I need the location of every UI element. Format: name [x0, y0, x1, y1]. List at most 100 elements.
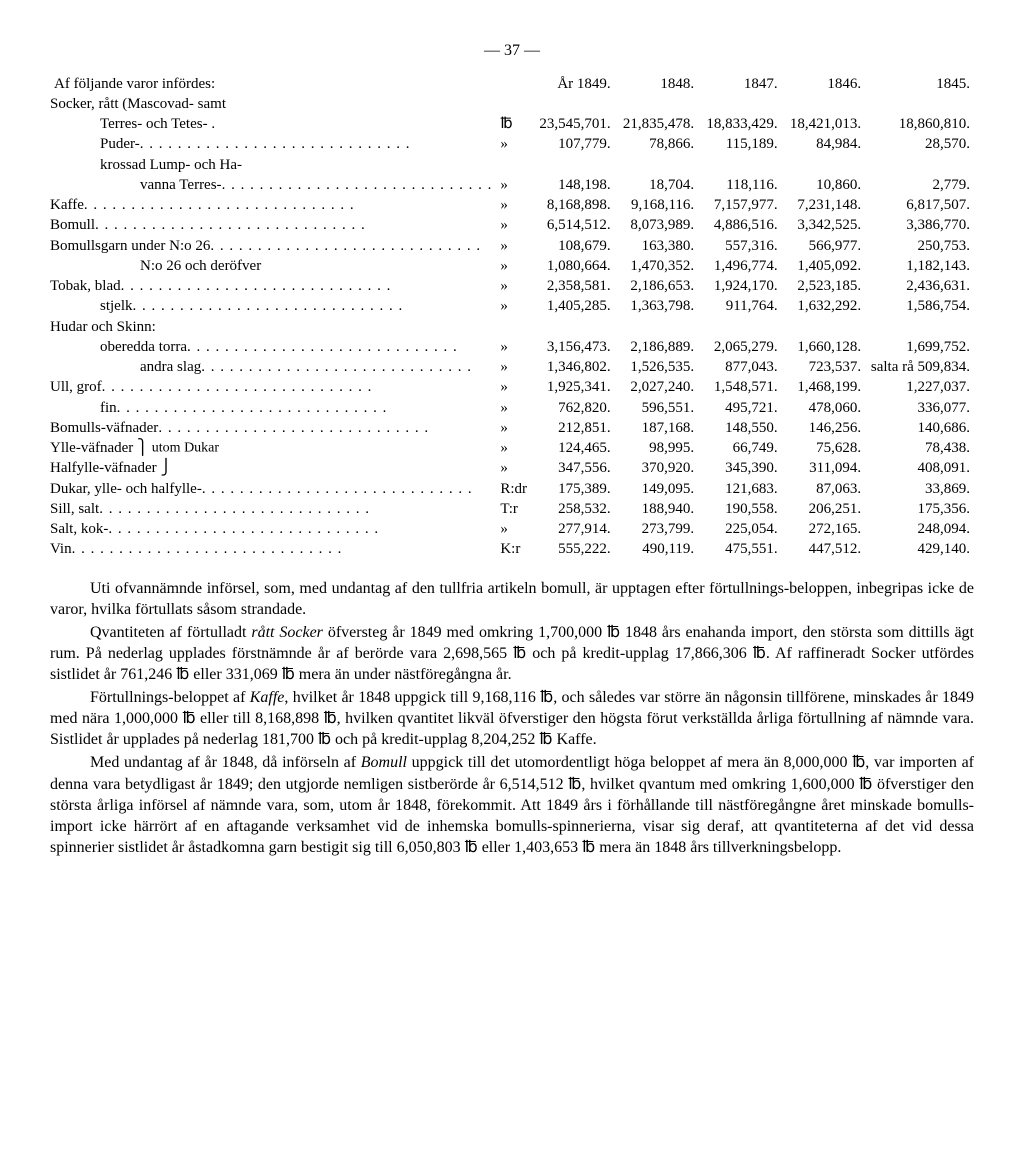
body-text: Uti ofvannämnde införsel, som, med undan… — [50, 578, 974, 858]
row-value — [698, 155, 781, 175]
row-unit: » — [496, 134, 531, 154]
table-heading: Af följande varor infördes: — [50, 74, 496, 94]
row-value: 190,558. — [698, 499, 781, 519]
row-unit: » — [496, 458, 531, 478]
row-label: Dukar, ylle- och halfylle- — [50, 479, 496, 499]
row-value: 2,027,240. — [615, 377, 698, 397]
table-row: stjelk»1,405,285.1,363,798.911,764.1,632… — [50, 296, 974, 316]
row-value: 1,346,802. — [531, 357, 614, 377]
row-value — [698, 317, 781, 337]
body-paragraph: Med undantag af år 1848, då införseln af… — [50, 752, 974, 858]
row-value: 408,091. — [865, 458, 974, 478]
table-row: Salt, kok-»277,914.273,799.225,054.272,1… — [50, 519, 974, 539]
row-value: 1,548,571. — [698, 377, 781, 397]
row-value — [615, 155, 698, 175]
row-value: 273,799. — [615, 519, 698, 539]
row-value: 7,231,148. — [782, 195, 865, 215]
row-label: N:o 26 och deröfver — [50, 256, 496, 276]
row-value: salta rå 509,834. — [865, 357, 974, 377]
row-value: 2,358,581. — [531, 276, 614, 296]
row-value: 1,227,037. — [865, 377, 974, 397]
row-label: krossad Lump- och Ha- — [50, 155, 496, 175]
row-unit — [496, 317, 531, 337]
row-value: 1,405,285. — [531, 296, 614, 316]
row-value: 124,465. — [531, 438, 614, 458]
row-value: 911,764. — [698, 296, 781, 316]
row-unit: » — [496, 438, 531, 458]
row-value: 3,156,473. — [531, 337, 614, 357]
row-value: 33,869. — [865, 479, 974, 499]
row-value: 10,860. — [782, 175, 865, 195]
row-value — [865, 155, 974, 175]
row-value — [782, 155, 865, 175]
row-value: 3,342,525. — [782, 215, 865, 235]
row-value: 140,686. — [865, 418, 974, 438]
row-value: 1,925,341. — [531, 377, 614, 397]
row-unit: » — [496, 256, 531, 276]
row-unit: T:r — [496, 499, 531, 519]
row-value: 723,537. — [782, 357, 865, 377]
row-value: 28,570. — [865, 134, 974, 154]
row-value: 1,405,092. — [782, 256, 865, 276]
row-label: Ull, grof — [50, 377, 496, 397]
row-value: 1,080,664. — [531, 256, 614, 276]
row-value: 2,779. — [865, 175, 974, 195]
row-label: Ylle-väfnader ⎫ utom Dukar — [50, 438, 496, 458]
row-value: 1,660,128. — [782, 337, 865, 357]
row-value: 1,526,535. — [615, 357, 698, 377]
table-row: Halfylle-väfnader ⎭»347,556.370,920.345,… — [50, 458, 974, 478]
body-paragraph: Förtullnings-beloppet af Kaffe, hvilket … — [50, 687, 974, 750]
row-value: 188,940. — [615, 499, 698, 519]
row-unit: K:r — [496, 539, 531, 559]
row-value: 478,060. — [782, 398, 865, 418]
row-label: Puder- — [50, 134, 496, 154]
page-number: — 37 — — [50, 40, 974, 62]
group-label: utom Dukar — [148, 440, 219, 455]
year-header: 1845. — [865, 74, 974, 94]
row-value: 2,065,279. — [698, 337, 781, 357]
row-value: 7,157,977. — [698, 195, 781, 215]
body-paragraph: Qvantiteten af förtulladt rått Socker öf… — [50, 622, 974, 685]
table-row: Bomullsgarn under N:o 26»108,679.163,380… — [50, 236, 974, 256]
row-value: 18,860,810. — [865, 114, 974, 134]
body-paragraph: Uti ofvannämnde införsel, som, med undan… — [50, 578, 974, 620]
row-value: 429,140. — [865, 539, 974, 559]
table-row: Kaffe»8,168,898.9,168,116.7,157,977.7,23… — [50, 195, 974, 215]
row-value — [531, 317, 614, 337]
row-value: 1,363,798. — [615, 296, 698, 316]
table-row: Tobak, blad»2,358,581.2,186,653.1,924,17… — [50, 276, 974, 296]
row-value: 447,512. — [782, 539, 865, 559]
row-unit: » — [496, 215, 531, 235]
table-row: andra slag»1,346,802.1,526,535.877,043.7… — [50, 357, 974, 377]
row-label: Halfylle-väfnader ⎭ — [50, 458, 496, 478]
row-value: 18,704. — [615, 175, 698, 195]
row-unit: » — [496, 357, 531, 377]
year-header: 1847. — [698, 74, 781, 94]
row-value: 66,749. — [698, 438, 781, 458]
row-value: 18,421,013. — [782, 114, 865, 134]
row-value: 877,043. — [698, 357, 781, 377]
row-label: Bomull — [50, 215, 496, 235]
row-value: 370,920. — [615, 458, 698, 478]
row-unit — [496, 155, 531, 175]
row-value: 8,073,989. — [615, 215, 698, 235]
row-value: 1,699,752. — [865, 337, 974, 357]
row-unit: » — [496, 337, 531, 357]
row-value: 87,063. — [782, 479, 865, 499]
row-value: 1,586,754. — [865, 296, 974, 316]
row-value: 2,523,185. — [782, 276, 865, 296]
row-unit: » — [496, 195, 531, 215]
row-value: 148,550. — [698, 418, 781, 438]
row-value: 107,779. — [531, 134, 614, 154]
table-row: VinK:r555,222.490,119.475,551.447,512.42… — [50, 539, 974, 559]
table-row: fin»762,820.596,551.495,721.478,060.336,… — [50, 398, 974, 418]
row-value — [865, 317, 974, 337]
row-value: 146,256. — [782, 418, 865, 438]
table-row: N:o 26 och deröfver»1,080,664.1,470,352.… — [50, 256, 974, 276]
row-unit: » — [496, 519, 531, 539]
row-value: 277,914. — [531, 519, 614, 539]
row-value: 121,683. — [698, 479, 781, 499]
row-value: 98,995. — [615, 438, 698, 458]
row-value: 1,496,774. — [698, 256, 781, 276]
row-value: 1,468,199. — [782, 377, 865, 397]
